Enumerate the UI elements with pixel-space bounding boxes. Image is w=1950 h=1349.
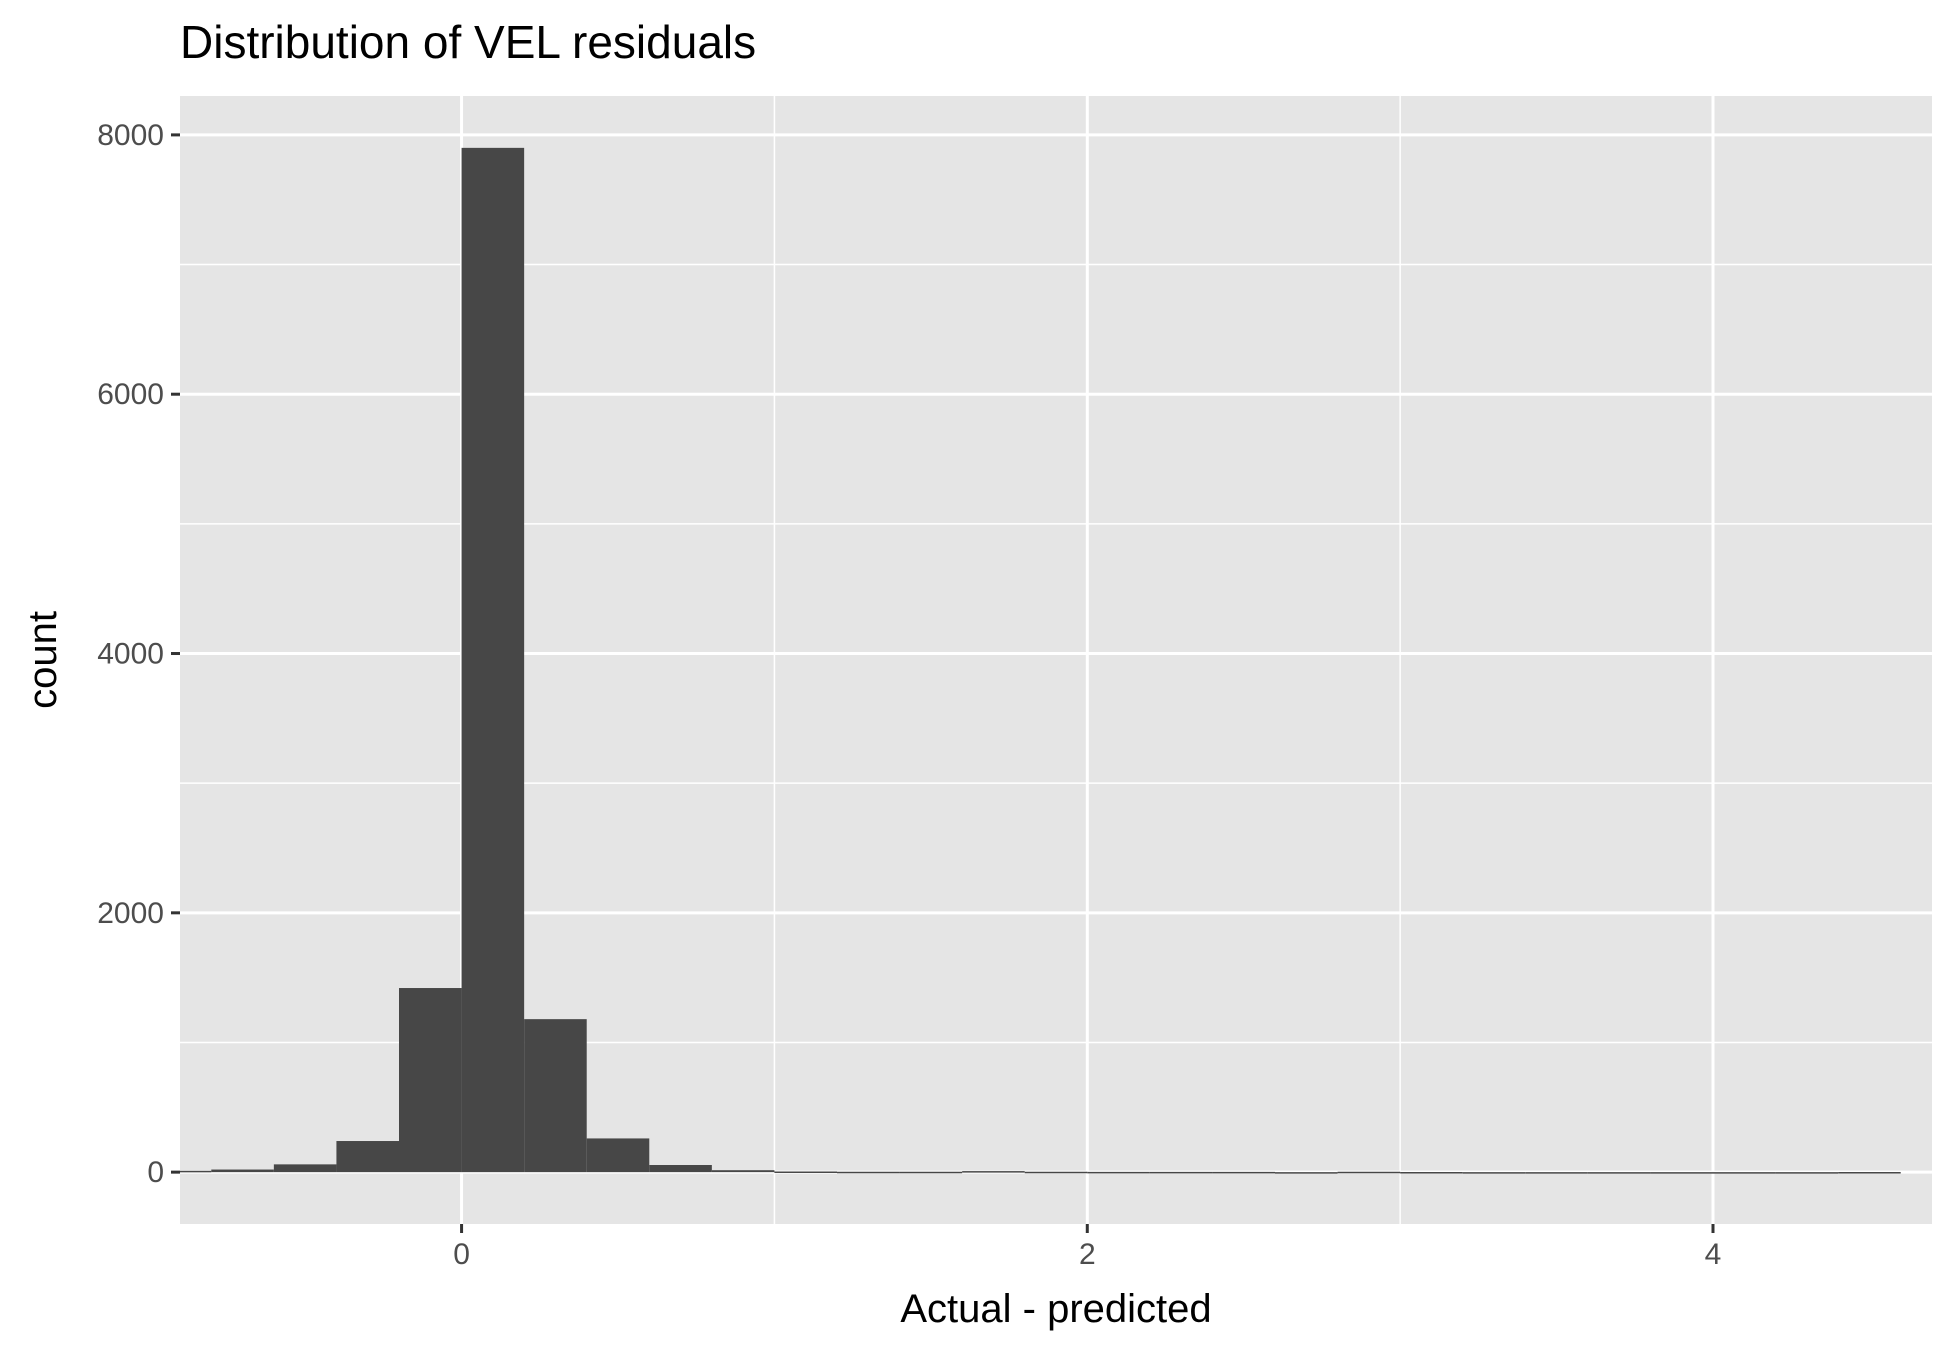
x-axis: 0 2 4 xyxy=(453,1224,1721,1271)
histogram-bar xyxy=(1337,1171,1401,1174)
histogram-bar xyxy=(1087,1171,1150,1174)
histogram-bar xyxy=(774,1171,837,1173)
histogram-bar xyxy=(1838,1172,1901,1174)
histogram-bar xyxy=(24,1172,87,1174)
y-axis-title: count xyxy=(21,611,65,709)
histogram-bar xyxy=(211,1169,274,1173)
histogram-bar xyxy=(1212,1171,1275,1174)
y-tick-label: 8000 xyxy=(97,119,164,152)
histogram-bar xyxy=(461,147,525,1173)
y-tick-label: 0 xyxy=(147,1156,164,1189)
y-tick-label: 2000 xyxy=(97,897,164,930)
histogram-bar xyxy=(180,1170,212,1173)
x-tick-label: 4 xyxy=(1705,1238,1722,1271)
histogram-bar xyxy=(899,1171,963,1174)
histogram-bar xyxy=(837,1171,900,1174)
histogram-bar xyxy=(1024,1171,1088,1174)
histogram-bar xyxy=(1650,1172,1713,1174)
histogram-bar xyxy=(524,1019,587,1173)
histogram-bar xyxy=(273,1164,337,1173)
y-tick-label: 6000 xyxy=(97,378,164,411)
histogram-bar xyxy=(711,1170,775,1173)
histogram-bar xyxy=(86,1171,149,1173)
chart-title: Distribution of VEL residuals xyxy=(180,16,756,68)
x-tick-label: 0 xyxy=(453,1238,470,1271)
histogram-bar xyxy=(336,1141,399,1173)
histogram-bar xyxy=(586,1138,650,1173)
histogram-bar xyxy=(1149,1171,1213,1174)
y-tick-label: 4000 xyxy=(97,638,164,671)
x-axis-title: Actual - predicted xyxy=(900,1287,1211,1331)
histogram-bar xyxy=(1587,1172,1651,1174)
histogram-bar xyxy=(1713,1172,1776,1174)
histogram-bar xyxy=(1275,1172,1338,1174)
histogram-bars xyxy=(0,147,1901,1174)
histogram-bar xyxy=(649,1165,712,1173)
y-axis: 0 2000 4000 6000 8000 xyxy=(97,119,180,1189)
histogram-bar xyxy=(1462,1172,1526,1174)
histogram-bar xyxy=(0,1172,24,1174)
histogram-bar xyxy=(1775,1172,1839,1174)
histogram-bar xyxy=(962,1171,1025,1173)
histogram-bar xyxy=(1400,1172,1463,1174)
histogram-bar xyxy=(1525,1172,1588,1174)
x-tick-label: 2 xyxy=(1079,1238,1096,1271)
histogram-bar xyxy=(399,988,462,1173)
